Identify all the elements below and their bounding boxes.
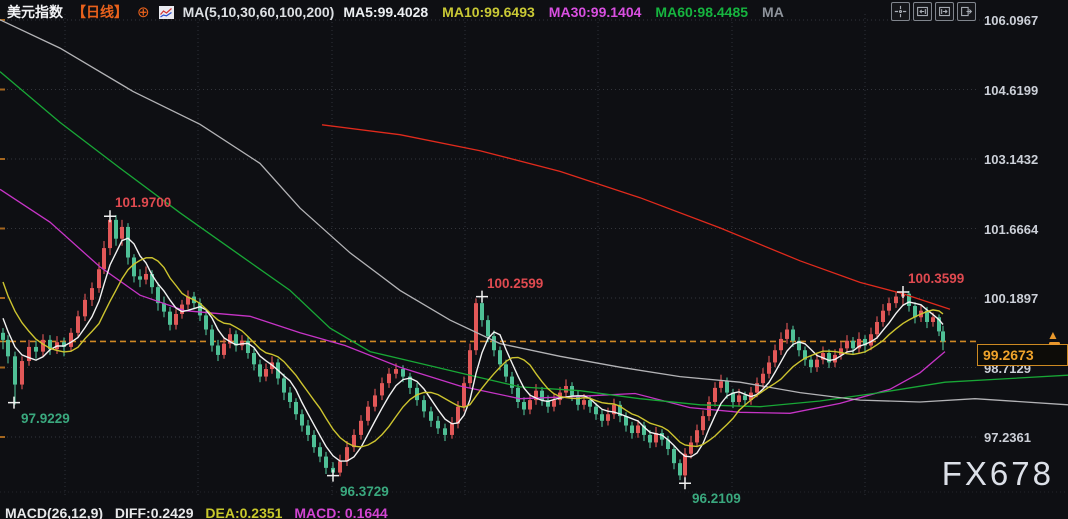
ma-line-ma5: [2, 237, 944, 462]
instrument-name: 美元指数: [7, 4, 63, 20]
macd-indicator-label: MACD(26,12,9): [5, 505, 104, 519]
macd-dea-value: DEA:0.2351: [205, 505, 283, 519]
ma-legend-item: MA: [762, 4, 784, 20]
ma-line-ma60: [0, 71, 1068, 408]
candles-layer: [1, 214, 945, 486]
ma-legend-item: MA10:99.6493: [442, 4, 535, 20]
watermark: FX678: [941, 455, 1054, 492]
chart-toolbar: [891, 2, 976, 21]
macd-bar: MACD(26,12,9) DIFF:0.2429 DEA:0.2351 MAC…: [5, 505, 396, 519]
current-price-value: 99.2673: [983, 347, 1034, 363]
extreme-marker-icon: [104, 210, 116, 223]
crosshair-icon[interactable]: [891, 2, 910, 21]
ma-line-ma200: [321, 124, 951, 310]
ma-line-ma100: [0, 19, 1068, 406]
extreme-marker-icon: [897, 285, 909, 298]
extreme-marker-icon: [327, 469, 339, 482]
current-price-box: 99.2673: [977, 344, 1068, 366]
ma-legend-item: MA5:99.4028: [343, 4, 429, 20]
price-up-arrow-icon: ▲: [1047, 328, 1059, 342]
extreme-marker-icon: [679, 477, 691, 490]
ma-line-ma30: [0, 188, 946, 414]
detach-icon[interactable]: [957, 2, 976, 21]
ma-line-ma10: [2, 256, 944, 448]
extreme-marker-icon: [476, 290, 488, 303]
pane-left-icon[interactable]: [913, 2, 932, 21]
macd-macd-value: MACD: 0.1644: [294, 505, 388, 519]
timeframe-label[interactable]: 【日线】: [72, 4, 128, 20]
extreme-marker-icon: [8, 396, 20, 409]
add-indicator-button[interactable]: ⊕: [137, 4, 150, 21]
ma-legend-item: MA30:99.1404: [548, 4, 642, 20]
pane-right-icon[interactable]: [935, 2, 954, 21]
grid: [0, 14, 1068, 497]
mini-chart-icon: [158, 5, 174, 19]
price-up-arrow-base: [1049, 342, 1060, 345]
macd-diff-value: DIFF:0.2429: [114, 505, 194, 519]
ma-settings-label[interactable]: MA(5,10,30,60,100,200): [182, 4, 335, 20]
ma-legend-item: MA60:98.4485: [655, 4, 749, 20]
chart-header: 美元指数 【日线】 ⊕ MA(5,10,30,60,100,200) MA5:9…: [7, 2, 784, 22]
ma-legend: MA5:99.4028 MA10:99.6493 MA30:99.1404 MA60:…: [343, 4, 783, 20]
